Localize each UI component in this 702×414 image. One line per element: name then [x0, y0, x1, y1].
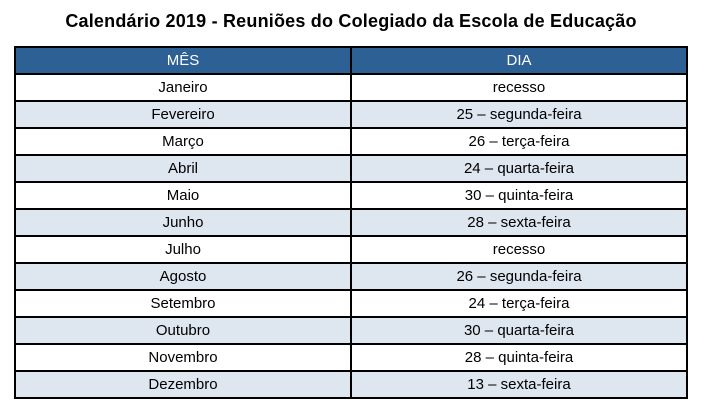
table-row: Julho recesso [14, 235, 688, 264]
table-row: Fevereiro 25 – segunda-feira [14, 100, 688, 129]
day-cell: 30 – quinta-feira [350, 181, 688, 210]
month-cell: Agosto [14, 262, 352, 291]
day-cell: 28 – quinta-feira [350, 343, 688, 372]
table-row: Outubro 30 – quarta-feira [14, 316, 688, 345]
month-cell: Junho [14, 208, 352, 237]
column-header-dia: DIA [350, 46, 688, 75]
day-cell: 30 – quarta-feira [350, 316, 688, 345]
table-row: Agosto 26 – segunda-feira [14, 262, 688, 291]
column-header-mes: MÊS [14, 46, 352, 75]
day-cell: recesso [350, 235, 688, 264]
day-cell: 13 – sexta-feira [350, 370, 688, 399]
day-cell: 26 – terça-feira [350, 127, 688, 156]
table-header-row: MÊS DIA [14, 46, 688, 75]
month-cell: Novembro [14, 343, 352, 372]
day-cell: 28 – sexta-feira [350, 208, 688, 237]
day-cell: 24 – terça-feira [350, 289, 688, 318]
day-cell: 26 – segunda-feira [350, 262, 688, 291]
table-row: Dezembro 13 – sexta-feira [14, 370, 688, 399]
month-cell: Março [14, 127, 352, 156]
table-row: Novembro 28 – quinta-feira [14, 343, 688, 372]
table-body: Janeiro recesso Fevereiro 25 – segunda-feir… [14, 73, 688, 399]
month-cell: Maio [14, 181, 352, 210]
table-row: Janeiro recesso [14, 73, 688, 102]
day-cell: 25 – segunda-feira [350, 100, 688, 129]
month-cell: Julho [14, 235, 352, 264]
page-title: Calendário 2019 - Reuniões do Colegiado … [65, 11, 637, 31]
table-row: Março 26 – terça-feira [14, 127, 688, 156]
day-cell: recesso [350, 73, 688, 102]
calendar-table: MÊS DIA Janeiro recesso Fevereiro 25 – segu… [14, 46, 688, 399]
table-row: Setembro 24 – terça-feira [14, 289, 688, 318]
month-cell: Janeiro [14, 73, 352, 102]
month-cell: Dezembro [14, 370, 352, 399]
month-cell: Setembro [14, 289, 352, 318]
month-cell: Abril [14, 154, 352, 183]
month-cell: Fevereiro [14, 100, 352, 129]
table-row: Junho 28 – sexta-feira [14, 208, 688, 237]
table-row: Abril 24 – quarta-feira [14, 154, 688, 183]
month-cell: Outubro [14, 316, 352, 345]
day-cell: 24 – quarta-feira [350, 154, 688, 183]
table-row: Maio 30 – quinta-feira [14, 181, 688, 210]
